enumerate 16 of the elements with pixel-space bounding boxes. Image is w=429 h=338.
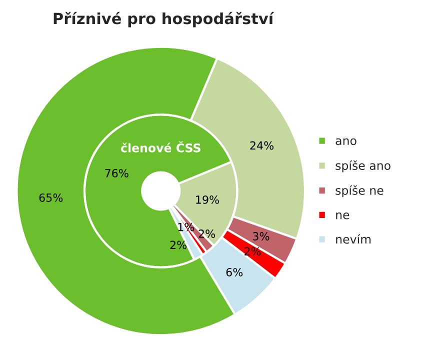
legend-label: ne — [336, 212, 350, 220]
legend-label: spíše ano — [336, 160, 390, 172]
data-label: 2% — [170, 240, 187, 250]
data-label: 2% — [244, 247, 261, 256]
data-label: 3% — [253, 232, 270, 240]
data-label: 65% — [39, 193, 63, 202]
slice-label: členové ČSS — [121, 141, 200, 152]
legend-label: ano — [336, 138, 356, 146]
data-label: 19% — [196, 195, 219, 204]
legend-label: nevím — [336, 234, 371, 244]
data-label: 76% — [105, 168, 128, 178]
data-label: 6% — [226, 268, 243, 276]
chart-title: Příznivé pro hospodářství — [54, 12, 274, 28]
legend-label: spíše ne — [336, 185, 384, 198]
data-label: 2% — [198, 230, 216, 238]
data-label: 24% — [250, 141, 274, 150]
